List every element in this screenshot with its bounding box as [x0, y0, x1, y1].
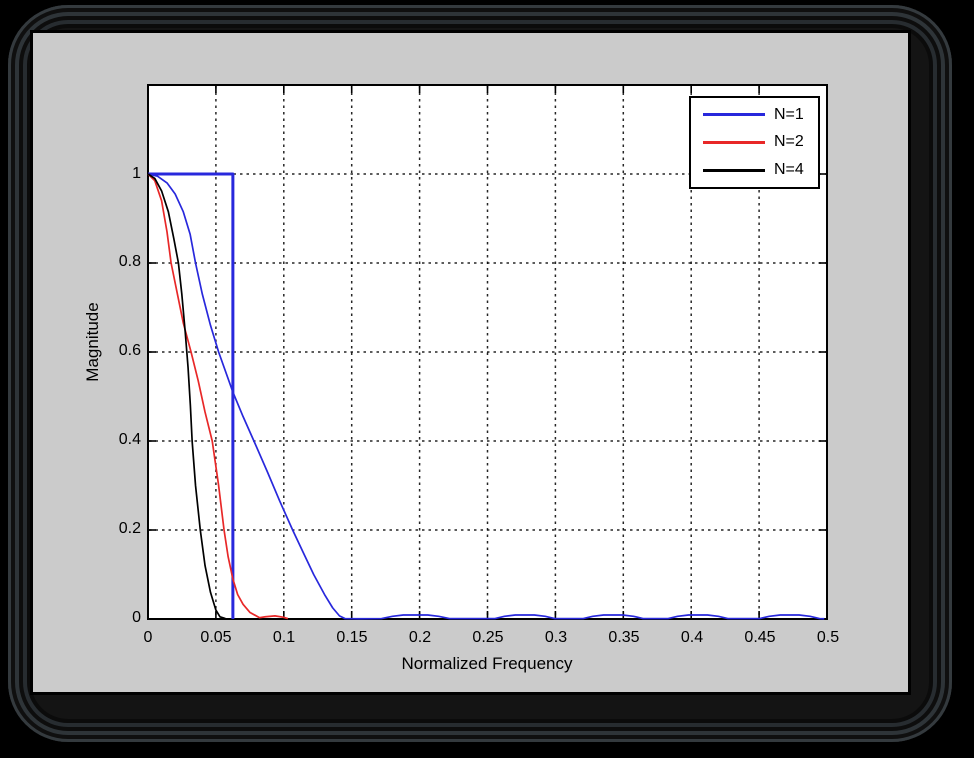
x-tick-label-0_2: 0.2	[408, 629, 432, 646]
legend-label-n4: N=4	[774, 161, 804, 179]
legend-entry-n1: N=1	[691, 106, 818, 124]
x-tick-label-0_45: 0.45	[744, 629, 776, 646]
legend: N=1 N=2 N=4	[689, 96, 820, 189]
legend-entry-n2: N=2	[691, 133, 818, 151]
x-axis-label: Normalized Frequency	[401, 654, 573, 673]
legend-label-n2: N=2	[774, 133, 804, 151]
x-tick-label-0_5: 0.5	[816, 629, 840, 646]
x-tick-label-0_3: 0.3	[544, 629, 568, 646]
x-tick-label-0: 0	[143, 629, 153, 646]
legend-line-swatch-n4	[703, 168, 765, 172]
y-tick-label-1: 1	[132, 165, 141, 182]
y-axis-label: Magnitude	[83, 302, 102, 382]
x-tick-label-0_1: 0.1	[272, 629, 296, 646]
legend-line-swatch-n2	[703, 140, 765, 144]
x-tick-label-0_15: 0.15	[336, 629, 368, 646]
x-tick-label-0_05: 0.05	[200, 629, 232, 646]
y-tick-label-0: 0	[132, 609, 141, 626]
y-tick-label-0_2: 0.2	[118, 520, 141, 537]
x-tick-label-0_4: 0.4	[680, 629, 704, 646]
legend-label-n1: N=1	[774, 105, 804, 123]
legend-entry-n4: N=4	[691, 161, 818, 179]
x-tick-label-0_35: 0.35	[608, 629, 640, 646]
y-tick-label-0_4: 0.4	[118, 431, 141, 448]
legend-line-swatch-n1	[703, 113, 765, 117]
y-tick-label-0_6: 0.6	[118, 342, 141, 359]
x-tick-label-0_25: 0.25	[472, 629, 504, 646]
y-tick-label-0_8: 0.8	[118, 253, 141, 270]
